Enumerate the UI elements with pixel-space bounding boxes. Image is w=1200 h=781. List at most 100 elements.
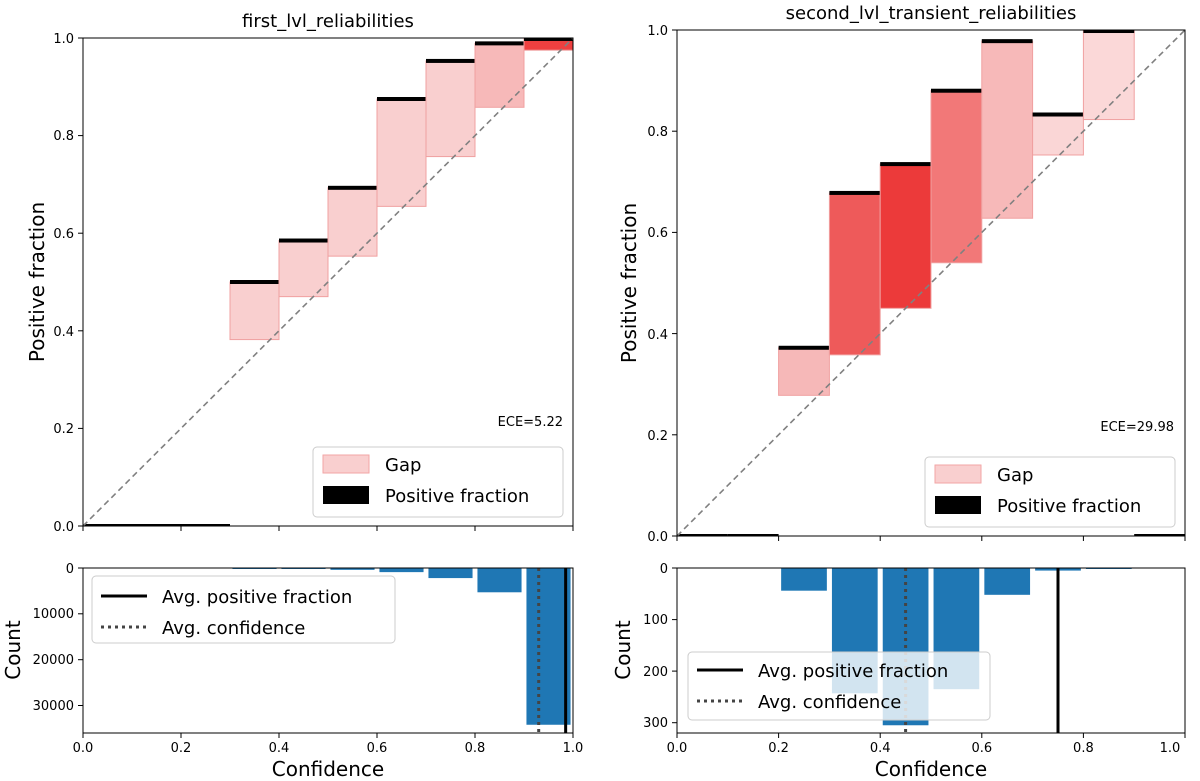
count-bar [379,568,424,573]
positive-fraction-marker [880,162,931,167]
right-count-frame [676,567,1186,734]
positive-fraction-marker [829,190,881,195]
left-count-bars [232,568,571,725]
left-reliability-frame [82,37,574,527]
legend-avg-positive-fraction-label: Avg. positive fraction [162,587,352,608]
right-reliability-ylabel: Positive fraction [617,203,641,363]
left-reliability-ylabel: Positive fraction [25,202,49,362]
positive-fraction-marker [230,280,279,284]
left-count-ylabel: Count [1,620,25,680]
right-count-xlabel: Confidence [875,757,987,781]
gap-bar [425,60,476,158]
legend-positive-fraction-swatch [935,496,981,514]
count-bar [477,568,522,593]
positive-fraction-marker [279,238,328,243]
xtick-label: 0.0 [73,741,94,756]
positive-fraction-marker [727,534,779,536]
xtick-label: 0.2 [171,741,192,756]
positive-fraction-marker [1032,112,1084,117]
xtick-label: 0.4 [870,741,891,756]
left-reliability-legend: Gap Positive fraction [312,446,564,518]
positive-fraction-marker [524,38,573,41]
legend-positive-fraction-label: Positive fraction [385,486,529,507]
right-reliability-frame [676,29,1186,537]
ytick-label: 0 [66,562,74,577]
ytick-label: 0.4 [647,328,668,343]
positive-fraction-marker [981,39,1033,44]
ytick-label: 10000 [33,607,74,622]
xtick-label: 0.0 [667,741,688,756]
right-count-panel: Count Confidence 0 100 200 300 0.0 0.2 0… [611,562,1186,781]
gap-bar [828,192,881,356]
count-bar [428,568,473,579]
positive-fraction-marker [426,58,475,63]
ytick-label: 0.8 [53,129,74,144]
positive-fraction-marker [778,345,830,350]
right-count-xticks: 0.0 0.2 0.4 0.6 0.8 1.0 [667,733,1186,756]
xtick-label: 0.6 [971,741,992,756]
xtick-label: 0.8 [465,741,486,756]
ytick-label: 30000 [33,699,74,714]
legend-positive-fraction-label: Positive fraction [997,496,1141,517]
right-ece-label: ECE=29.98 [1100,420,1174,435]
ytick-label: 0.8 [647,125,668,140]
right-count-yticks: 0 100 200 300 [643,562,677,731]
positive-fraction-marker [931,88,982,93]
right-reliability-legend: Gap Positive fraction [924,456,1176,528]
xtick-label: 0.8 [1073,741,1094,756]
positive-fraction-marker [83,524,132,526]
gap-bar [474,42,525,108]
right-reliability-bars [677,30,1185,536]
gap-bar [1032,114,1084,156]
positive-fraction-marker [1083,30,1135,34]
left-count-panel: Count Confidence 0 10000 20000 30000 0.0… [1,562,583,781]
ytick-label: 0.2 [647,429,668,444]
left-diagonal-line [82,37,574,527]
positive-fraction-marker [1134,534,1185,536]
ytick-label: 20000 [33,653,74,668]
gap-bar [229,281,280,341]
count-bar [526,568,571,725]
gap-bar [327,187,378,257]
ytick-label: 100 [643,613,668,628]
xtick-label: 0.2 [768,741,789,756]
positive-fraction-marker [377,97,426,101]
count-bar [781,568,827,591]
gap-bar [1082,30,1135,121]
xtick-label: 1.0 [563,741,584,756]
gap-bar [930,90,983,264]
right-reliability-panel: second_lvl_transient_reliabilities Posit… [617,3,1186,545]
xtick-label: 0.6 [367,741,388,756]
gap-bar [981,40,1034,219]
gap-bar [879,163,932,309]
legend-gap-swatch [934,464,982,484]
legend-positive-fraction-swatch [323,486,369,504]
left-reliability-yticks: 0.0 0.2 0.4 0.6 0.8 1.0 [53,32,83,535]
legend-gap-label: Gap [997,465,1033,486]
gap-bar [278,240,329,298]
left-count-frame [82,567,574,734]
ytick-label: 0.6 [647,226,668,241]
positive-fraction-marker [677,534,728,536]
left-reliability-xticks [82,526,574,531]
ytick-label: 1.0 [647,24,668,39]
count-bar [330,568,375,570]
ytick-label: 200 [643,665,668,680]
left-count-legend: Avg. positive fraction Avg. confidence [91,575,396,644]
legend-avg-confidence-label: Avg. confidence [758,692,901,713]
ytick-label: 0.4 [53,325,74,340]
left-count-xticks: 0.0 0.2 0.4 0.6 0.8 1.0 [73,733,584,756]
positive-fraction-marker [181,524,230,526]
gap-bar [778,347,830,396]
left-count-xlabel: Confidence [272,757,384,781]
legend-gap-swatch [322,454,370,474]
positive-fraction-marker [132,524,181,526]
right-reliability-yticks: 0.0 0.2 0.4 0.6 0.8 1.0 [647,24,677,545]
legend-avg-confidence-label: Avg. confidence [162,618,305,639]
right-count-ylabel: Count [611,620,635,680]
positive-fraction-marker [328,185,377,190]
legend-gap-label: Gap [385,455,421,476]
ytick-label: 0.0 [647,530,668,545]
left-ece-label: ECE=5.22 [498,415,563,430]
